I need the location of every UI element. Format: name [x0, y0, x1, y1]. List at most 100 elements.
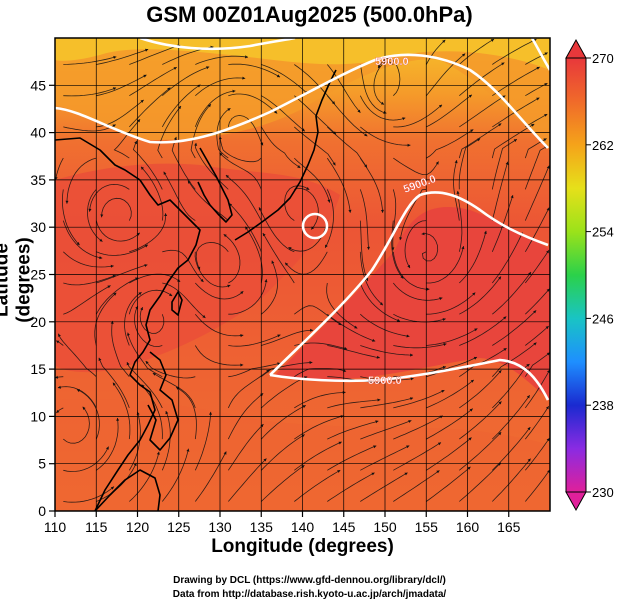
- streamline-arrowhead: [483, 230, 487, 234]
- streamline-arrowhead: [443, 343, 447, 346]
- streamline: [459, 401, 502, 440]
- streamline-arrowhead: [338, 322, 342, 326]
- streamline: [359, 251, 384, 306]
- streamline: [227, 423, 264, 471]
- streamline: [294, 415, 344, 440]
- streamline-arrowhead: [105, 446, 109, 450]
- streamline: [459, 230, 487, 284]
- streamline-arrowhead: [110, 486, 114, 490]
- streamline: [360, 420, 412, 440]
- streamline-arrowhead: [533, 310, 537, 314]
- y-axis-ticks: 0 5 10 15 20 25 30 35 40 45: [30, 77, 55, 519]
- streamline-arrowhead: [404, 472, 408, 476]
- streamline: [426, 94, 473, 128]
- streamline-arrowhead: [263, 458, 267, 462]
- streamline-arrowhead: [406, 334, 410, 338]
- streamline-arrowhead: [437, 442, 441, 446]
- streamline-arrowhead: [112, 274, 116, 278]
- streamline-arrowhead: [402, 117, 406, 121]
- streamline-arrowhead: [112, 87, 117, 91]
- streamline: [94, 292, 117, 346]
- streamline-arrowhead: [144, 244, 148, 248]
- streamline-arrowhead: [378, 64, 381, 69]
- streamline: [63, 251, 114, 268]
- streamline-arrowhead: [468, 94, 472, 98]
- lat-lon-grid: [55, 38, 550, 511]
- streamline: [491, 161, 509, 221]
- streamline: [194, 345, 244, 366]
- streamline: [525, 52, 548, 65]
- streamline: [129, 66, 177, 97]
- streamline: [294, 95, 337, 135]
- streamline-arrowhead: [380, 101, 384, 105]
- streamline-arrowhead: [219, 152, 223, 156]
- streamline: [426, 328, 478, 346]
- streamline: [96, 417, 119, 471]
- streamline-arrowhead: [503, 348, 507, 351]
- streamline-arrowhead: [354, 325, 358, 329]
- contour-south: [269, 358, 550, 401]
- streamline-arrowhead: [367, 246, 370, 250]
- streamline-arrowhead: [373, 445, 377, 449]
- x-tick-label: 120: [126, 519, 150, 535]
- contour-closed-ring: [301, 212, 329, 240]
- streamline-arrowhead: [227, 284, 231, 288]
- streamline: [457, 190, 463, 252]
- streamline-arrowhead: [364, 133, 368, 137]
- y-tick-label: 40: [30, 125, 46, 141]
- streamline: [284, 185, 310, 221]
- streamline: [261, 260, 279, 315]
- streamline-arrowhead: [501, 62, 505, 66]
- streamline-arrowhead: [223, 451, 227, 455]
- streamline-arrowhead: [240, 291, 244, 295]
- streamline-arrowhead: [152, 373, 156, 376]
- streamline: [219, 152, 262, 190]
- streamline-arrowhead: [232, 89, 236, 93]
- streamline-arrowhead: [348, 209, 352, 213]
- streamline-arrowhead: [297, 165, 301, 168]
- streamline-arrowhead: [137, 119, 141, 123]
- streamline: [404, 220, 427, 269]
- streamline: [524, 369, 550, 409]
- credit-drawing: Drawing by DCL (https://www.gfd-dennou.o…: [173, 575, 446, 586]
- contour-top-right: [530, 38, 550, 71]
- streamline-arrowhead: [144, 264, 148, 267]
- y-axis-title: Latitude (degrees): [0, 237, 35, 323]
- streamline: [393, 442, 442, 471]
- streamline: [294, 441, 342, 471]
- x-tick-label: 145: [332, 519, 356, 535]
- streamline-arrowhead: [100, 214, 104, 218]
- streamline: [195, 55, 249, 65]
- streamline: [187, 180, 229, 221]
- streamline-arrowhead: [110, 320, 114, 324]
- streamline: [453, 160, 460, 221]
- coast-japan: [234, 69, 337, 241]
- streamline-arrowhead: [408, 420, 412, 423]
- streamline: [194, 142, 229, 190]
- streamline-arrowhead: [202, 315, 206, 318]
- streamline-arrowhead: [302, 405, 306, 409]
- streamline: [326, 157, 351, 213]
- streamline-arrowhead: [426, 287, 430, 291]
- y-tick-label: 0: [38, 503, 46, 519]
- streamline-arrowhead: [513, 139, 517, 142]
- y-tick-label: 45: [30, 77, 46, 93]
- streamline: [492, 271, 532, 315]
- streamline: [127, 332, 163, 378]
- streamline: [284, 251, 328, 275]
- streamline: [96, 264, 148, 284]
- streamline: [426, 245, 464, 284]
- streamline: [524, 469, 550, 502]
- streamline: [63, 56, 117, 65]
- streamline-arrowhead: [134, 140, 138, 145]
- streamline-arrowhead: [536, 67, 540, 70]
- streamline-arrowhead: [56, 409, 60, 413]
- streamline: [227, 392, 264, 440]
- streamline: [393, 470, 440, 502]
- colorbar-upper-arrow: [565, 38, 587, 59]
- streamline-arrowhead: [371, 472, 375, 476]
- streamline-arrowhead: [186, 448, 190, 452]
- streamline-arrowhead: [435, 161, 439, 165]
- streamline: [228, 362, 281, 378]
- streamline-arrowhead: [498, 123, 502, 127]
